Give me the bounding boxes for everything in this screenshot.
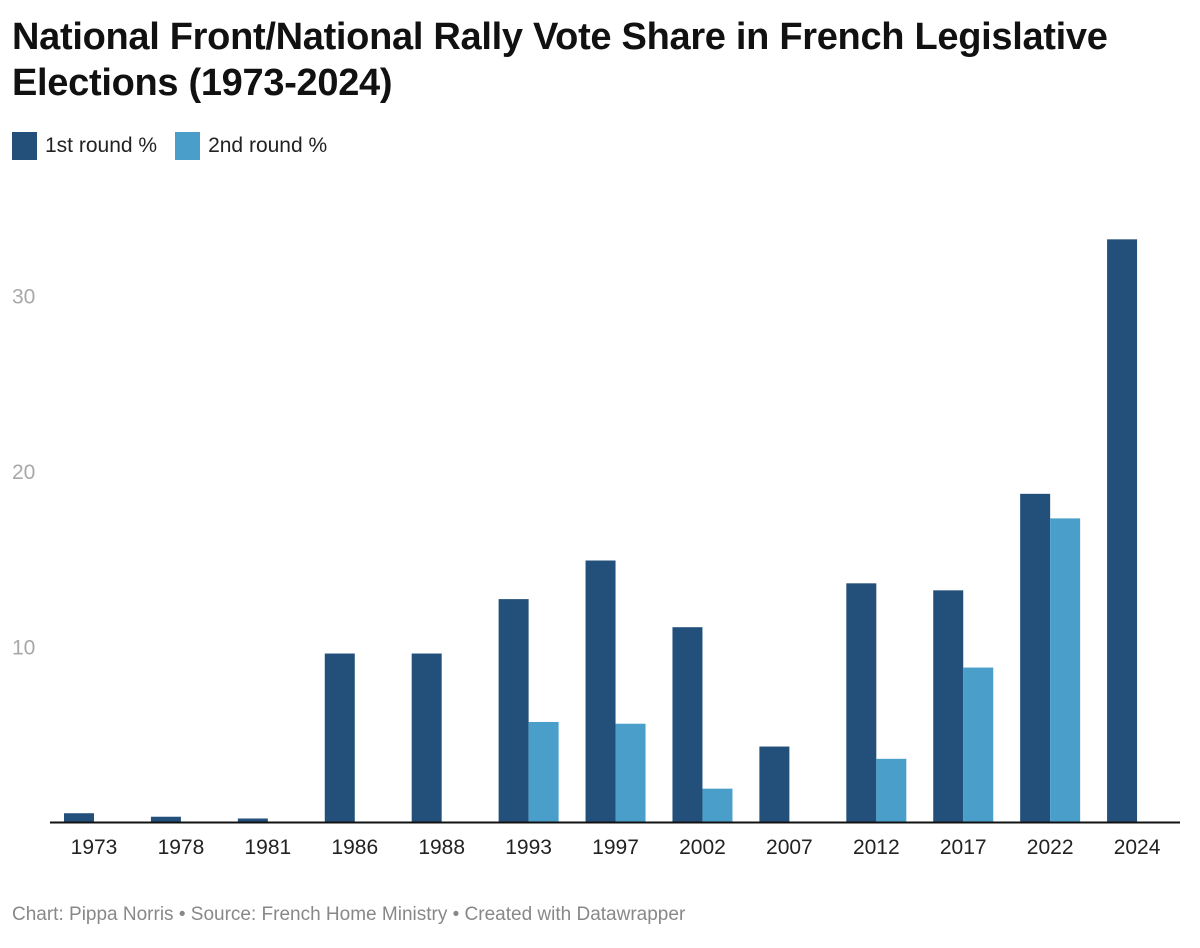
- bar-2nd-round-2012: [876, 758, 907, 822]
- x-tick-label: 2024: [1114, 836, 1161, 859]
- x-tick-label: 1981: [244, 836, 291, 859]
- bar-1st-round-1986: [324, 653, 355, 822]
- legend: 1st round % 2nd round %: [12, 132, 327, 160]
- bar-1st-round-1978: [150, 816, 181, 822]
- chart-footer: Chart: Pippa Norris • Source: French Hom…: [12, 904, 686, 925]
- x-tick-label: 1997: [592, 836, 639, 859]
- bar-2nd-round-1993: [528, 721, 559, 822]
- bar-1st-round-2002: [672, 627, 703, 822]
- bar-1st-round-1993: [498, 599, 529, 822]
- legend-swatch-2nd-round: [175, 132, 201, 160]
- bar-1st-round-1988: [411, 653, 442, 822]
- x-tick-label: 2017: [940, 836, 987, 859]
- x-tick-label: 1978: [158, 836, 205, 859]
- bar-2nd-round-2022: [1050, 518, 1081, 822]
- x-tick-label: 2012: [853, 836, 900, 859]
- bar-1st-round-2024: [1107, 239, 1138, 823]
- legend-label-1st-round: 1st round %: [45, 134, 158, 157]
- bar-2nd-round-2002: [702, 788, 733, 822]
- x-tick-label: 2007: [766, 836, 813, 859]
- x-tick-label: 1988: [418, 836, 465, 859]
- bar-2nd-round-2017: [963, 667, 994, 822]
- legend-swatch-1st-round: [12, 132, 37, 160]
- bar-1st-round-2012: [846, 583, 877, 822]
- bar-1st-round-2017: [933, 590, 964, 822]
- legend-item-1st-round: 1st round %: [12, 132, 157, 160]
- y-tick-label: 20: [12, 461, 35, 484]
- bar-1st-round-1997: [585, 560, 616, 822]
- y-tick-label: 30: [12, 286, 35, 309]
- x-tick-label: 2022: [1027, 836, 1074, 859]
- bar-1st-round-1973: [64, 813, 94, 822]
- bar-1st-round-2022: [1020, 493, 1051, 822]
- bar-2nd-round-1997: [615, 723, 646, 822]
- x-tick-label: 1993: [505, 836, 552, 859]
- bar-1st-round-2007: [759, 746, 790, 822]
- x-tick-label: 1973: [71, 836, 118, 859]
- bar-1st-round-1981: [237, 818, 268, 822]
- legend-item-2nd-round: 2nd round %: [175, 132, 327, 160]
- x-tick-label: 2002: [679, 836, 726, 859]
- x-tick-label: 1986: [331, 836, 378, 859]
- y-tick-label: 10: [12, 637, 35, 660]
- chart-title: National Front/National Rally Vote Share…: [12, 16, 1108, 104]
- legend-label-2nd-round: 2nd round %: [208, 134, 328, 157]
